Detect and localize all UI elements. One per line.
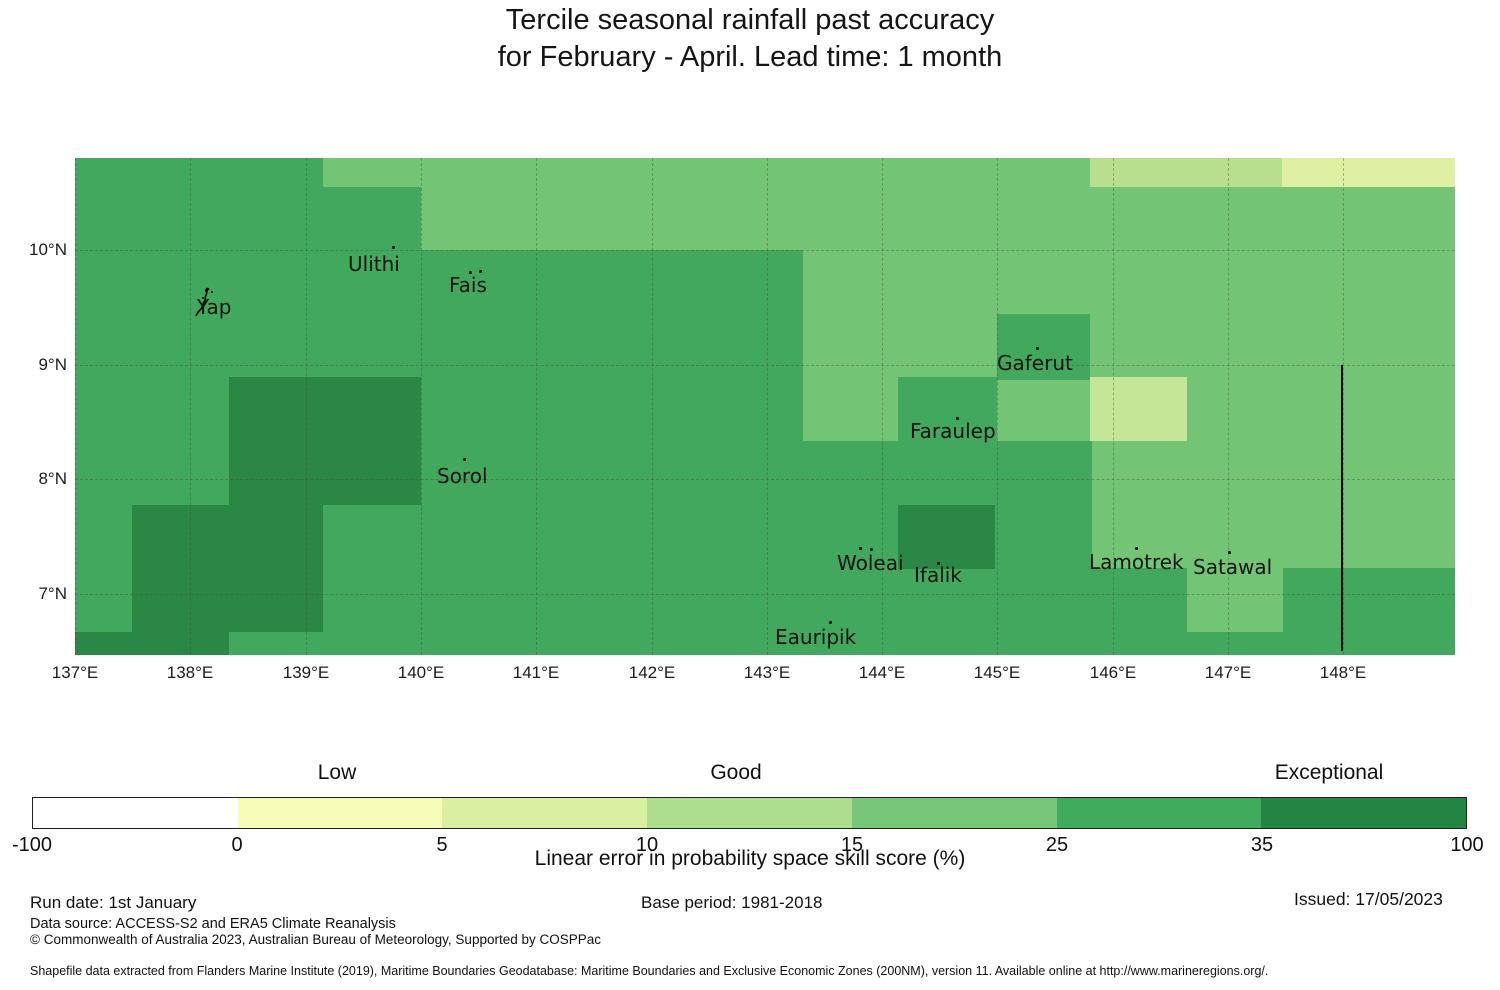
y-axis-tick-label: 8°N (38, 469, 67, 488)
colorbar-segment (647, 798, 852, 828)
eez-boundary-line (1341, 365, 1343, 651)
island-label-ifalik: Ifalik (914, 563, 962, 587)
y-axis-tick-label: 9°N (38, 355, 67, 374)
issued-date-text: Issued: 17/05/2023 (1294, 889, 1443, 909)
longitude-gridline (536, 158, 537, 655)
colorbar-segment (851, 798, 1057, 828)
colorbar-axis-label: Linear error in probability space skill … (534, 847, 966, 870)
data-source-text: Data source: ACCESS-S2 and ERA5 Climate … (30, 916, 396, 932)
x-axis-tick-label: 147°E (1204, 663, 1252, 682)
skill-region-bin-35-100 (898, 505, 995, 569)
skill-region-bin-15-25 (1092, 441, 1455, 568)
x-axis-tick-label: 137°E (51, 663, 99, 682)
colorbar-tick-label: 100 (1450, 834, 1484, 856)
island-label-sorol: Sorol (437, 464, 488, 488)
colorbar-tick-label: 0 (231, 834, 243, 856)
skill-region-bin-15-25 (1187, 568, 1283, 632)
longitude-gridline (1113, 158, 1114, 655)
island-marker-dot (829, 621, 832, 624)
island-marker-dot (1228, 551, 1231, 554)
run-date-text: Run date: 1st January (30, 893, 197, 912)
island-marker-dot (1036, 347, 1039, 350)
x-axis-tick-label: 143°E (743, 663, 791, 682)
x-axis-tick-label: 138°E (166, 663, 214, 682)
latitude-gridline (75, 594, 1455, 595)
island-label-ulithi: Ulithi (348, 252, 400, 276)
x-axis-tick-label: 141°E (512, 663, 560, 682)
island-marker-dot (469, 271, 472, 274)
island-marker-dot (479, 270, 482, 273)
skill-region-bin-10-15 (1090, 158, 1282, 187)
skill-region-bin-10-15 (1090, 377, 1187, 441)
island-marker-dot (859, 547, 862, 550)
x-axis-tick-label: 145°E (973, 663, 1021, 682)
y-axis-tick-label: 10°N (29, 240, 67, 259)
skill-region-bin-35-100 (229, 377, 421, 505)
island-label-woleai: Woleai (837, 551, 904, 575)
skill-region-bin-15-25 (421, 158, 803, 250)
skill-region-bin-15-25 (323, 158, 421, 187)
copyright-text: © Commonwealth of Australia 2023, Austra… (30, 932, 602, 947)
longitude-gridline (882, 158, 883, 655)
chart-title-line1: Tercile seasonal rainfall past accuracy (505, 4, 995, 36)
colorbar-category-label-good: Good (710, 761, 762, 784)
longitude-gridline (1343, 158, 1344, 655)
island-marker-dot (392, 246, 395, 249)
x-axis-tick-label: 148°E (1319, 663, 1367, 682)
longitude-gridline (767, 158, 768, 655)
colorbar-segment (33, 798, 238, 828)
colorbar-segment (237, 798, 443, 828)
latitude-gridline (75, 365, 1455, 366)
island-marker-dot (956, 417, 959, 420)
skill-region-bin-35-100 (75, 632, 229, 655)
latitude-gridline (75, 479, 1455, 480)
shapefile-note-text: Shapefile data extracted from Flanders M… (30, 964, 1269, 978)
x-axis-tick-label: 142°E (628, 663, 676, 682)
colorbar-category-label-low: Low (317, 761, 357, 784)
island-label-gaferut: Gaferut (997, 351, 1073, 375)
skill-region-bin-25-35 (898, 377, 997, 441)
island-marker-dot (870, 548, 873, 551)
skill-region-bin-35-100 (132, 505, 323, 632)
island-label-satawal: Satawal (1193, 555, 1273, 579)
colorbar-tick-label: 35 (1250, 834, 1274, 856)
colorbar-gradient (32, 797, 1467, 829)
colorbar-tick-label: 15 (840, 834, 864, 856)
longitude-gridline (997, 158, 998, 655)
colorbar-segment (1261, 798, 1467, 828)
latitude-gridline (75, 250, 1455, 251)
colorbar-segment (442, 798, 648, 828)
x-axis-tick-label: 139°E (282, 663, 330, 682)
island-marker-dot (937, 562, 940, 565)
colorbar-tick-label: 10 (635, 834, 659, 856)
colorbar-tick-label: -100 (11, 834, 53, 856)
x-axis-tick-label: 140°E (397, 663, 445, 682)
colorbar-tick-label: 25 (1045, 834, 1069, 856)
longitude-gridline (306, 158, 307, 655)
longitude-gridline (1228, 158, 1229, 655)
colorbar-tick-label: 5 (436, 834, 448, 856)
island-label-fais: Fais (449, 273, 487, 297)
y-axis-tick-label: 7°N (38, 584, 67, 603)
rainfall-skill-heatmap: Ulithi Fais Yap Gaferut Faraulep Sorol Woleai I… (75, 158, 1455, 655)
longitude-gridline (75, 158, 76, 655)
colorbar-category-label-exceptional: Exceptional (1274, 761, 1384, 784)
island-label-eauripik: Eauripik (775, 625, 857, 649)
longitude-gridline (190, 158, 191, 655)
island-label-faraulep: Faraulep (910, 419, 996, 443)
colorbar-segment (1056, 798, 1262, 828)
skill-region-bin-25-35 (997, 314, 1090, 380)
skill-region-bin-5-10 (1282, 158, 1455, 187)
x-axis-tick-label: 146°E (1089, 663, 1137, 682)
yap-islands-outline-icon (195, 287, 213, 317)
island-marker-dot (463, 458, 466, 461)
base-period-text: Base period: 1981-2018 (641, 893, 823, 912)
chart-title-line2: for February - April. Lead time: 1 month (497, 41, 1003, 73)
island-label-yap: Yap (197, 295, 232, 319)
x-axis-tick-label: 144°E (858, 663, 906, 682)
longitude-gridline (652, 158, 653, 655)
island-marker-dot (1135, 547, 1138, 550)
longitude-gridline (421, 158, 422, 655)
island-label-lamotrek: Lamotrek (1089, 550, 1184, 574)
